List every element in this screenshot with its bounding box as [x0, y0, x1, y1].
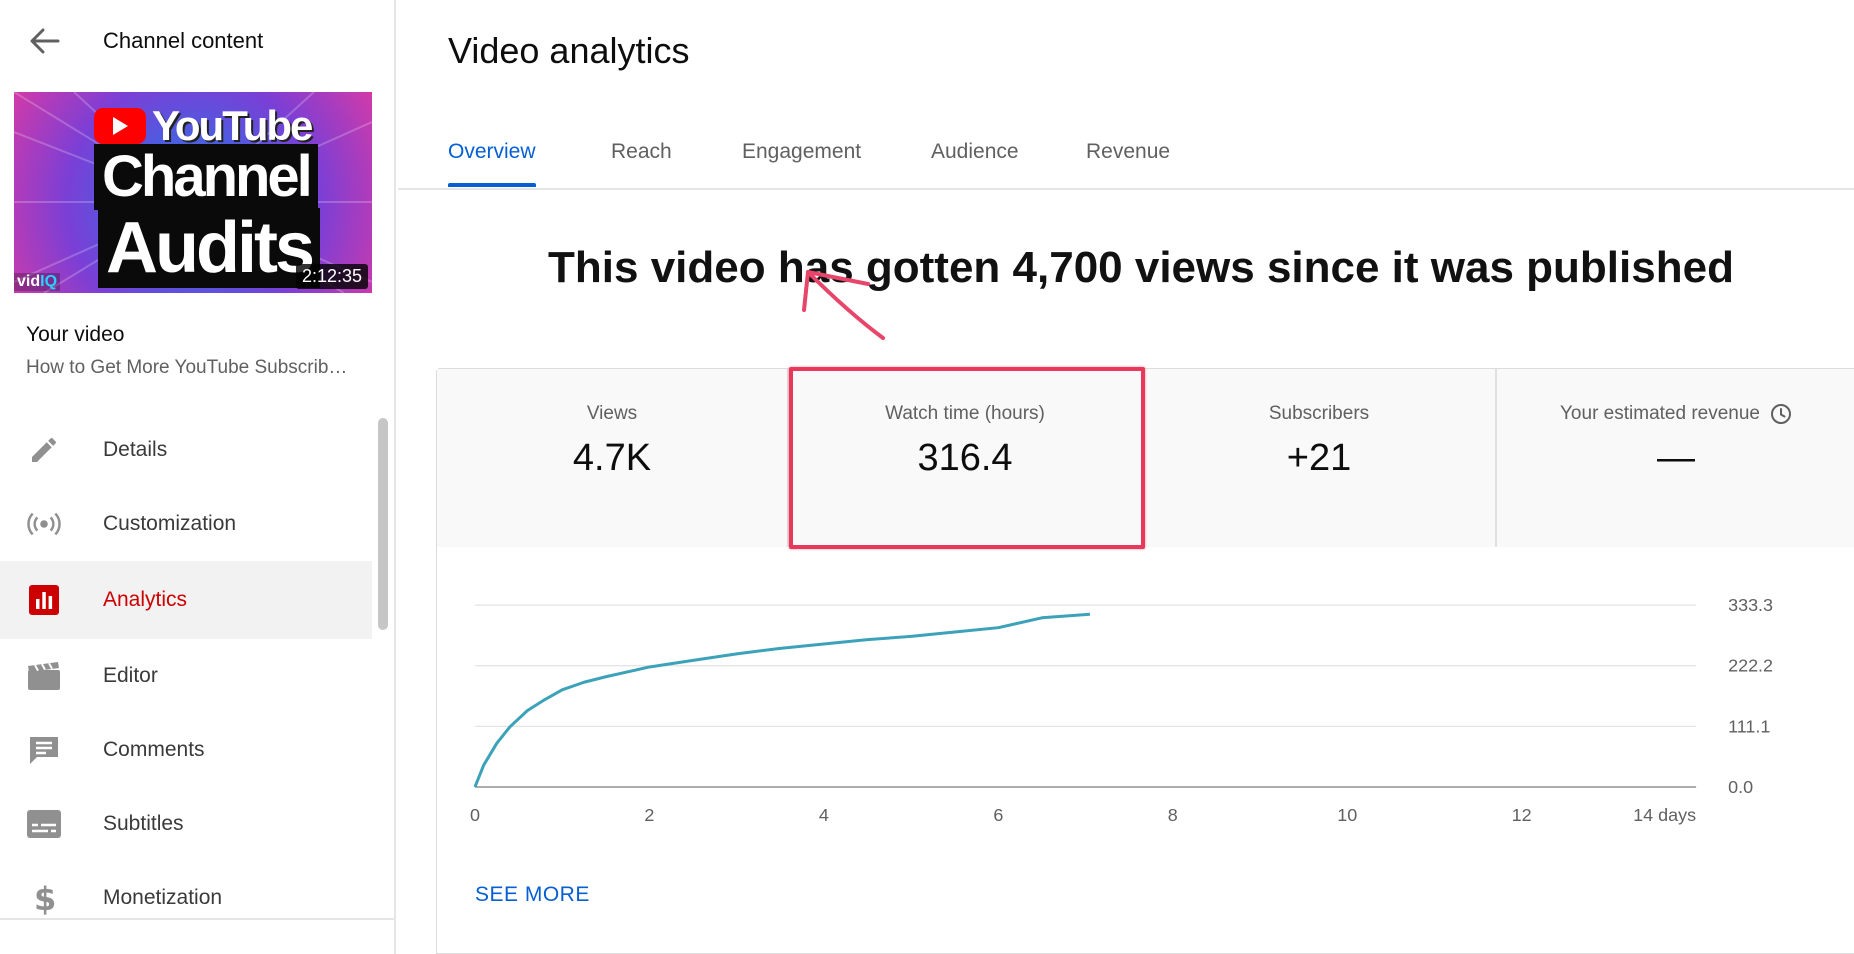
sidebar-item-label: Details [103, 438, 168, 461]
metric-value: 316.4 [917, 437, 1013, 479]
annotation-arrow [802, 270, 885, 340]
tab-reach[interactable]: Reach [611, 140, 672, 163]
video-duration: 2:12:35 [295, 264, 368, 289]
tab-audience[interactable]: Audience [931, 140, 1019, 163]
subtitles-icon [26, 806, 62, 842]
x-tick-label: 4 [819, 805, 829, 825]
x-tick-label: 10 [1337, 805, 1357, 825]
watch-time-chart: 0.0 111.1 222.2 333.3 0 2 4 6 8 10 12 14 days [470, 595, 1773, 825]
tab-overview[interactable]: Overview [448, 140, 536, 163]
youtube-play-icon [94, 108, 146, 144]
thumbnail-line-3: Audits [98, 208, 320, 288]
clock-icon [1770, 404, 1791, 424]
metric-label: Your estimated revenue [1497, 403, 1854, 425]
y-tick-label: 333.3 [1728, 595, 1773, 615]
highlight-box [789, 367, 1145, 549]
sidebar-item-label: Analytics [103, 588, 188, 611]
metrics-row: Views 4.7K Watch time (hours) 316.4 Subs… [437, 367, 1854, 549]
sidebar-item-subtitles[interactable]: Subtitles [0, 787, 372, 861]
main-content: Video analytics Overview Reach Engagemen… [398, 0, 1854, 954]
comment-icon [26, 732, 62, 768]
sidebar-item-monetization[interactable]: $ Monetization [0, 861, 372, 935]
thumbnail-brand: vidIQ [14, 273, 61, 291]
thumbnail-youtube-logo: YouTube [94, 102, 313, 150]
overview-card: Views 4.7K Watch time (hours) 316.4 Subs… [436, 367, 1854, 954]
sidebar-scrollbar[interactable] [378, 418, 388, 630]
active-tab-indicator [448, 183, 536, 187]
y-tick-label: 0.0 [1728, 777, 1753, 797]
x-tick-label: 2 [644, 805, 654, 825]
sidebar-item-comments[interactable]: Comments [0, 713, 372, 787]
sidebar-header: Channel content [0, 0, 396, 80]
metric-watch-time[interactable]: Watch time (hours) 316.4 [789, 369, 1143, 547]
page-title: Video analytics [448, 30, 690, 71]
sidebar-item-editor[interactable]: Editor [0, 639, 372, 713]
sidebar: Channel content YouTube Channel Audits v… [0, 0, 396, 954]
sidebar-item-label: Subtitles [103, 812, 184, 835]
metric-label-text: Watch time (hours) [885, 403, 1045, 424]
thumbnail-line-2: Channel [94, 144, 318, 210]
metric-label-text: Views [586, 403, 638, 424]
tab-engagement[interactable]: Engagement [742, 140, 862, 163]
metric-label-text: Your estimated revenue [1560, 403, 1760, 424]
sidebar-item-customization[interactable]: Customization [0, 487, 372, 561]
metric-label: Watch time (hours) [789, 403, 1141, 425]
your-video-label: Your video [26, 323, 125, 346]
y-tick-label: 222.2 [1728, 656, 1773, 676]
sidebar-divider [0, 918, 396, 920]
metric-views[interactable]: Views 4.7K [437, 369, 789, 547]
x-tick-label: 6 [993, 805, 1003, 825]
channel-content-title: Channel content [103, 28, 264, 53]
metric-value: +21 [1286, 437, 1352, 479]
metric-label: Views [437, 403, 787, 425]
tab-revenue[interactable]: Revenue [1086, 140, 1171, 163]
dollar-icon: $ [26, 880, 62, 916]
see-more-link[interactable]: SEE MORE [475, 883, 590, 906]
x-tick-label: 14 days [1633, 805, 1696, 825]
brand-vid: vid [17, 273, 41, 290]
x-tick-label: 12 [1512, 805, 1532, 825]
back-button[interactable] [24, 22, 66, 60]
thumbnail-line-1: YouTube [152, 102, 313, 149]
metric-value: — [1657, 437, 1695, 479]
x-tick-label: 8 [1168, 805, 1178, 825]
sidebar-item-label: Comments [103, 738, 205, 761]
headline-annotation: This video has gotten 4,700 views since … [548, 243, 1734, 292]
metric-value: 4.7K [572, 437, 652, 479]
svg-text:$: $ [34, 881, 56, 915]
metric-label-text: Subscribers [1268, 403, 1370, 424]
broadcast-icon [26, 506, 62, 542]
metric-label: Subscribers [1143, 403, 1495, 425]
back-arrow-icon [30, 28, 60, 54]
series-line [473, 612, 1091, 788]
video-thumbnail[interactable]: YouTube Channel Audits vidIQ 2:12:35 [14, 92, 372, 293]
x-tick-label: 0 [470, 805, 480, 825]
sidebar-nav: Details Customization Analy [0, 413, 372, 935]
pencil-icon [26, 432, 62, 468]
metric-estimated-revenue[interactable]: Your estimated revenue — [1497, 369, 1854, 547]
sidebar-item-label: Editor [103, 664, 158, 687]
video-title[interactable]: How to Get More YouTube Subscrib… [26, 357, 348, 378]
brand-iq: IQ [40, 273, 58, 290]
analytics-tabs: Overview Reach Engagement Audience Reven… [398, 120, 1854, 190]
y-tick-label: 111.1 [1728, 716, 1770, 736]
clapperboard-icon [26, 658, 62, 694]
sidebar-item-label: Customization [103, 512, 237, 535]
metric-subscribers[interactable]: Subscribers +21 [1143, 369, 1497, 547]
sidebar-item-details[interactable]: Details [0, 413, 372, 487]
sidebar-item-analytics[interactable]: Analytics [0, 561, 372, 639]
analytics-icon [26, 582, 62, 618]
sidebar-item-label: Monetization [103, 886, 223, 909]
